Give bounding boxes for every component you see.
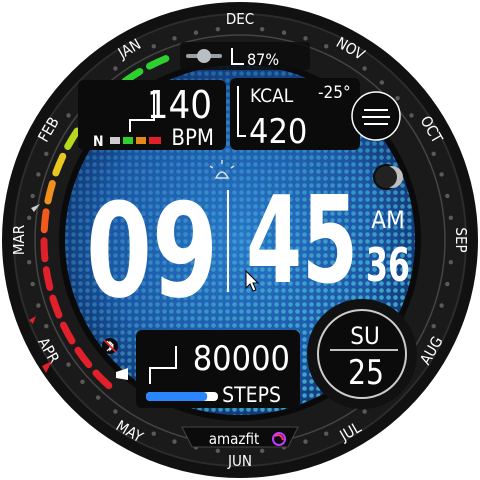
heart-zone-bars: [110, 137, 161, 144]
brand-logo: amazfit: [209, 430, 260, 448]
moon-phase-icon: [373, 164, 403, 190]
date-weekday: SU: [350, 322, 380, 350]
bezel-dot: [66, 113, 71, 118]
bezel-dot: [30, 193, 35, 199]
bezel-dot: [395, 95, 400, 101]
bezel-dot: [431, 151, 436, 156]
bezel-dot: [66, 362, 71, 367]
brand-swirl-icon: [272, 432, 286, 446]
heart-zone-label: N: [93, 134, 104, 150]
bluetooth-off-icon: [102, 338, 118, 354]
bezel-dot: [215, 26, 221, 32]
bezel-dot: [113, 66, 118, 71]
bezel-dot: [172, 36, 177, 41]
bezel-dot: [26, 259, 32, 265]
bezel-dot: [445, 193, 450, 199]
battery-value: 87%: [247, 50, 279, 69]
date-day: 25: [348, 353, 384, 393]
mouse-pointer-icon: [245, 269, 260, 292]
alarm-icon: [209, 160, 235, 179]
brand-badge: amazfit: [181, 426, 299, 448]
bezel-dot: [439, 172, 444, 177]
ring-segment: [40, 208, 50, 234]
ring-segment: [40, 237, 49, 263]
time-seconds: 36: [366, 238, 410, 292]
month-label-dec: DEC: [226, 10, 254, 28]
bezel-dot: [445, 281, 450, 287]
fog-icon: [362, 109, 390, 125]
heart-rate-value: 140: [147, 83, 212, 127]
bezel-dot: [379, 80, 385, 85]
bezel-dot: [362, 66, 367, 71]
battery-indicator: 87%: [180, 42, 310, 70]
steps-progress-fill: [146, 392, 208, 401]
ring-segment: [74, 346, 93, 369]
bezel-dot: [36, 172, 41, 177]
heart-bracket-icon: [129, 90, 155, 132]
bezel-dot: [448, 259, 454, 265]
sensor-icon: [186, 49, 222, 63]
bezel-dot: [281, 30, 287, 35]
date-widget: SU 25: [307, 299, 417, 409]
ring-segment: [64, 127, 81, 150]
battery-bracket-icon: [231, 48, 244, 65]
bezel-dot: [80, 379, 85, 385]
month-label-mar: MAR: [10, 225, 28, 255]
ring-segment: [92, 369, 113, 390]
bezel-dot: [113, 409, 118, 414]
bezel-dot: [36, 303, 41, 308]
ring-segment: [59, 321, 76, 345]
bezel-dot: [362, 409, 367, 414]
bezel-dot: [26, 215, 32, 221]
bezel-dot: [193, 30, 199, 35]
bezel-dot: [30, 281, 35, 287]
bezel-dot: [259, 448, 265, 454]
bezel-dot: [324, 431, 329, 436]
ring-segment: [44, 179, 56, 205]
calories-bracket-icon: [237, 86, 246, 137]
flag-icon: [116, 368, 128, 380]
ring-segment: [42, 266, 54, 291]
time-minutes: 45: [246, 172, 358, 311]
bezel-dot: [324, 44, 329, 49]
steps-panel: 80000 STEPS: [136, 330, 300, 408]
steps-label: STEPS: [222, 383, 281, 407]
bezel-dot: [95, 395, 101, 400]
steps-value: 80000: [193, 339, 290, 379]
bezel-dot: [44, 324, 49, 329]
weather-temperature: -25°: [318, 83, 351, 103]
time-hours: 09: [86, 175, 218, 327]
calories-value: 420: [249, 112, 307, 152]
heart-rate-panel: 140 BPM N: [78, 80, 226, 151]
heart-rate-unit: BPM: [171, 126, 214, 151]
ring-segment: [145, 55, 170, 70]
bezel-dots: [26, 26, 454, 454]
bezel-dot: [215, 448, 221, 454]
calories-label: KCAL: [250, 85, 294, 107]
steps-bracket-icon: [149, 346, 177, 384]
bezel-dot: [431, 324, 436, 329]
ring-segment: [52, 152, 67, 177]
bezel-dot: [303, 36, 308, 41]
bezel-dot: [448, 215, 454, 221]
bezel-dot: [409, 113, 414, 118]
bezel-dot: [151, 44, 156, 49]
bezel-dot: [44, 151, 49, 156]
bezel-dot: [151, 431, 156, 436]
time-display: 09 45 AM 36: [86, 172, 410, 327]
bezel-dot: [172, 439, 177, 444]
month-label-jun: JUN: [227, 452, 252, 470]
calories-panel: KCAL 420: [230, 78, 360, 152]
ring-segment: [49, 294, 63, 319]
time-ampm: AM: [371, 206, 404, 234]
weather-widget: -25°: [318, 83, 401, 141]
bezel-dot: [259, 26, 265, 32]
bezel-dot: [303, 439, 308, 444]
bezel-dot: [439, 303, 444, 308]
bezel-markers: [29, 204, 52, 373]
month-label-sep: SEP: [452, 227, 470, 252]
